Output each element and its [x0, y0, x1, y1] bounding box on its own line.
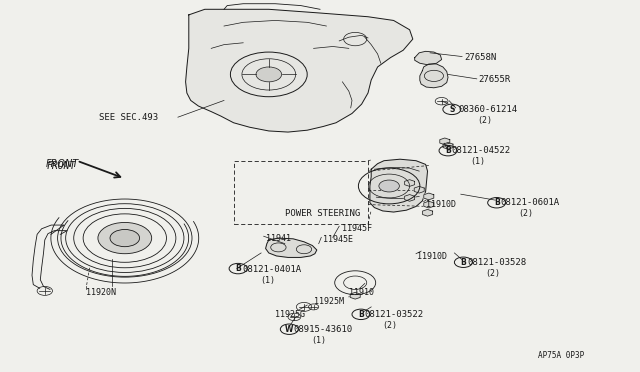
Text: 11925G: 11925G [275, 310, 305, 319]
Text: W: W [285, 325, 294, 334]
Text: (1): (1) [470, 157, 485, 166]
Circle shape [98, 222, 152, 254]
Text: S: S [449, 105, 454, 114]
Text: 11941: 11941 [266, 234, 291, 243]
Text: FRONT: FRONT [46, 159, 79, 169]
Polygon shape [424, 193, 434, 200]
Text: (1): (1) [260, 276, 275, 285]
Text: B: B [358, 310, 364, 319]
Text: (2): (2) [518, 209, 533, 218]
Text: 11910D: 11910D [426, 200, 456, 209]
Polygon shape [404, 195, 415, 201]
Text: 08121-03528: 08121-03528 [467, 258, 526, 267]
Text: 27655R: 27655R [479, 76, 511, 84]
Text: 11945F: 11945F [342, 224, 372, 233]
Text: (2): (2) [383, 321, 397, 330]
Text: 11945E: 11945E [323, 235, 353, 244]
Text: B: B [445, 146, 451, 155]
Circle shape [256, 67, 282, 82]
Polygon shape [440, 138, 450, 145]
Text: 08121-04522: 08121-04522 [452, 146, 511, 155]
Text: (1): (1) [311, 336, 326, 345]
Circle shape [110, 230, 140, 247]
Text: AP75A 0P3P: AP75A 0P3P [538, 351, 584, 360]
Polygon shape [266, 238, 317, 257]
Text: FRONT: FRONT [46, 161, 76, 170]
Polygon shape [420, 64, 448, 88]
Text: 27658N: 27658N [464, 53, 496, 62]
Polygon shape [443, 142, 453, 149]
Polygon shape [424, 201, 434, 208]
Text: 11910: 11910 [349, 288, 374, 296]
Text: 08121-03522: 08121-03522 [365, 310, 424, 319]
Text: B: B [494, 198, 499, 207]
Polygon shape [350, 292, 360, 299]
Text: 11925M: 11925M [314, 297, 344, 306]
Text: 08360-61214: 08360-61214 [458, 105, 517, 114]
Polygon shape [186, 9, 413, 132]
Circle shape [379, 180, 399, 192]
Polygon shape [422, 209, 433, 216]
Text: SEE SEC.493: SEE SEC.493 [99, 113, 158, 122]
Text: B: B [461, 258, 466, 267]
Text: 11910D: 11910D [417, 252, 447, 261]
Text: B: B [236, 264, 241, 273]
Text: (2): (2) [477, 116, 492, 125]
Text: 11920N: 11920N [86, 288, 116, 296]
Polygon shape [404, 180, 415, 186]
Text: 08121-0601A: 08121-0601A [500, 198, 559, 207]
Text: (2): (2) [485, 269, 500, 278]
Text: 08915-43610: 08915-43610 [293, 325, 352, 334]
Polygon shape [370, 159, 428, 212]
Polygon shape [415, 51, 442, 65]
Text: 08121-0401A: 08121-0401A [242, 265, 301, 274]
Text: POWER STEERING: POWER STEERING [285, 209, 360, 218]
Polygon shape [414, 186, 424, 193]
